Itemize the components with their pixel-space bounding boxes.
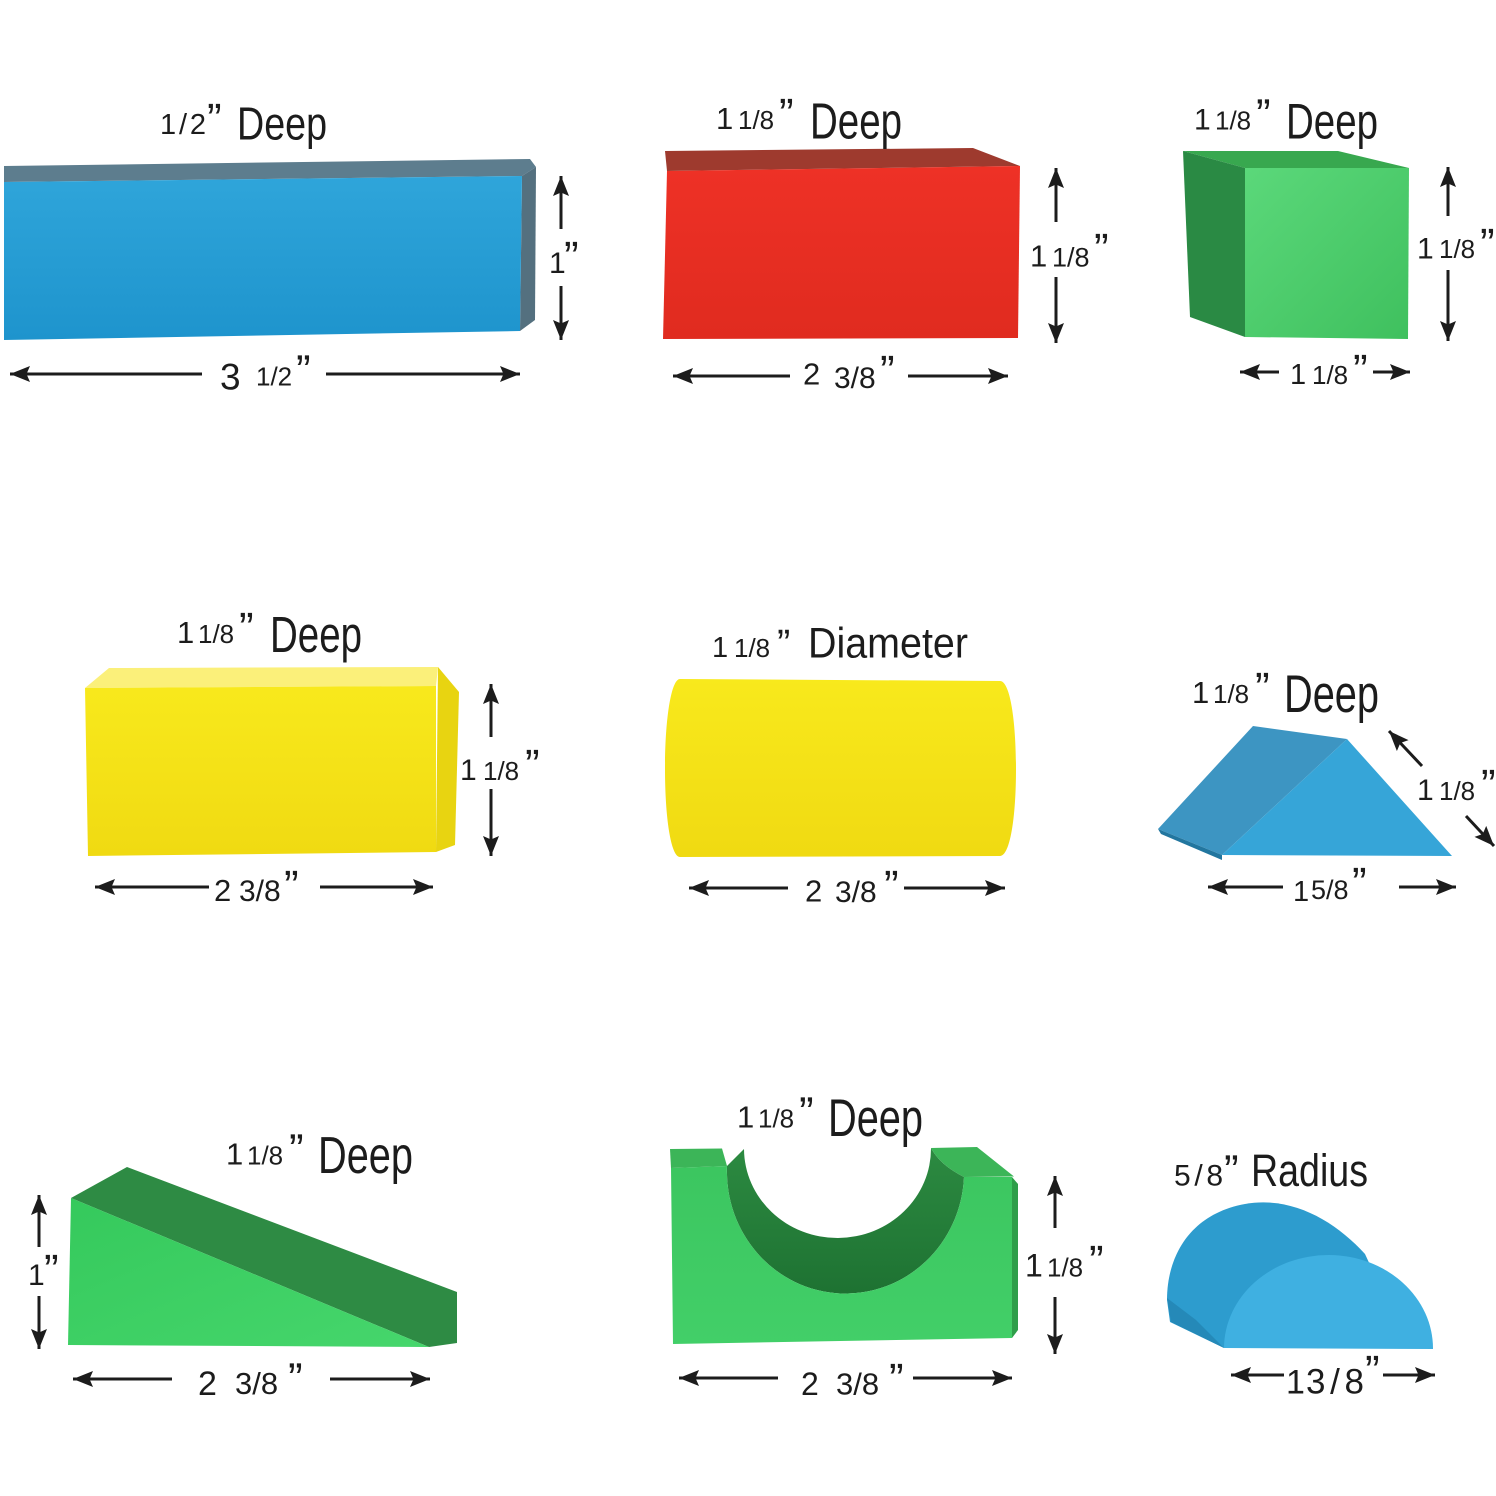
svg-text:1/8: 1/8	[734, 633, 770, 663]
svg-text:Deep: Deep	[810, 93, 902, 150]
svg-text:”: ”	[564, 233, 579, 282]
svg-text:1: 1	[1194, 103, 1211, 136]
svg-text:1: 1	[1286, 1364, 1305, 1402]
svg-text:1/2: 1/2	[256, 362, 292, 392]
svg-text:1: 1	[1192, 675, 1209, 710]
svg-text:Deep: Deep	[318, 1127, 413, 1185]
svg-text:”: ”	[1089, 1237, 1104, 1286]
svg-text:1/8: 1/8	[1213, 679, 1249, 709]
svg-text:”: ”	[880, 347, 895, 396]
svg-text:3/8: 3/8	[239, 875, 281, 908]
svg-text:1/8: 1/8	[1052, 242, 1090, 272]
svg-text:”: ”	[884, 862, 899, 911]
svg-text:Diameter: Diameter	[808, 620, 968, 668]
svg-text:”: ”	[1352, 859, 1367, 908]
svg-text:”: ”	[779, 90, 794, 139]
svg-text:2: 2	[803, 357, 820, 392]
svg-text:”: ”	[296, 347, 311, 396]
svg-text:1/8: 1/8	[1215, 105, 1251, 135]
svg-text:2: 2	[805, 874, 822, 909]
svg-text:3/8: 3/8	[836, 1367, 879, 1402]
svg-text:”: ”	[207, 95, 222, 144]
svg-text:”: ”	[1353, 346, 1368, 395]
svg-text:1/8: 1/8	[1439, 776, 1475, 806]
svg-text:1/8: 1/8	[483, 756, 519, 786]
svg-text:2: 2	[198, 1365, 217, 1403]
svg-text:1: 1	[177, 615, 194, 650]
svg-text:”: ”	[1365, 1347, 1380, 1396]
svg-text:3: 3	[220, 356, 241, 397]
svg-text:1/8: 1/8	[198, 619, 234, 649]
svg-text:5/8: 5/8	[1174, 1160, 1223, 1193]
svg-text:1: 1	[28, 1259, 45, 1292]
svg-text:1: 1	[712, 632, 728, 664]
svg-text:1: 1	[460, 754, 477, 787]
svg-text:”: ”	[777, 622, 790, 666]
svg-text:1/8: 1/8	[1312, 360, 1348, 390]
svg-text:Radius: Radius	[1251, 1145, 1368, 1196]
svg-text:5/8: 5/8	[1311, 875, 1349, 905]
svg-text:”: ”	[239, 604, 254, 653]
svg-text:1/8: 1/8	[738, 105, 774, 135]
svg-text:1/8: 1/8	[1047, 1252, 1083, 1282]
svg-text:1/8: 1/8	[1439, 234, 1475, 264]
svg-text:1: 1	[226, 1137, 243, 1172]
svg-text:1: 1	[549, 247, 566, 280]
svg-text:1: 1	[716, 101, 733, 136]
svg-text:Deep: Deep	[828, 1089, 923, 1148]
svg-text:”: ”	[1094, 225, 1109, 274]
svg-text:Deep: Deep	[237, 98, 327, 150]
svg-text:3/8: 3/8	[235, 1366, 278, 1401]
svg-text:”: ”	[289, 1126, 304, 1175]
svg-text:”: ”	[284, 862, 299, 911]
svg-text:”: ”	[1224, 1147, 1239, 1196]
svg-text:”: ”	[1256, 90, 1271, 139]
svg-text:Deep: Deep	[1284, 665, 1379, 724]
svg-text:”: ”	[1481, 761, 1496, 810]
svg-text:3/8: 3/8	[834, 362, 876, 395]
svg-text:”: ”	[44, 1246, 59, 1295]
svg-text:Deep: Deep	[1286, 94, 1378, 150]
svg-text:1: 1	[1030, 238, 1047, 273]
svg-text:1: 1	[1293, 876, 1309, 908]
svg-text:1: 1	[1417, 774, 1434, 807]
svg-text:”: ”	[1255, 664, 1270, 713]
svg-text:1: 1	[1290, 359, 1306, 391]
svg-text:3/8: 3/8	[835, 876, 877, 909]
svg-text:1/2: 1/2	[160, 109, 206, 141]
svg-text:1/8: 1/8	[758, 1103, 794, 1133]
svg-text:”: ”	[288, 1355, 303, 1404]
svg-text:1: 1	[1025, 1247, 1043, 1283]
svg-text:1: 1	[1417, 232, 1434, 265]
svg-text:1: 1	[737, 1099, 754, 1134]
svg-text:2: 2	[214, 873, 231, 908]
svg-text:”: ”	[525, 741, 540, 790]
svg-text:Deep: Deep	[270, 606, 362, 663]
svg-text:3/8: 3/8	[1306, 1363, 1364, 1402]
svg-text:1/8: 1/8	[247, 1141, 283, 1171]
svg-text:”: ”	[799, 1088, 814, 1137]
svg-text:2: 2	[801, 1366, 819, 1402]
svg-text:”: ”	[1480, 220, 1495, 269]
svg-text:”: ”	[889, 1355, 904, 1404]
